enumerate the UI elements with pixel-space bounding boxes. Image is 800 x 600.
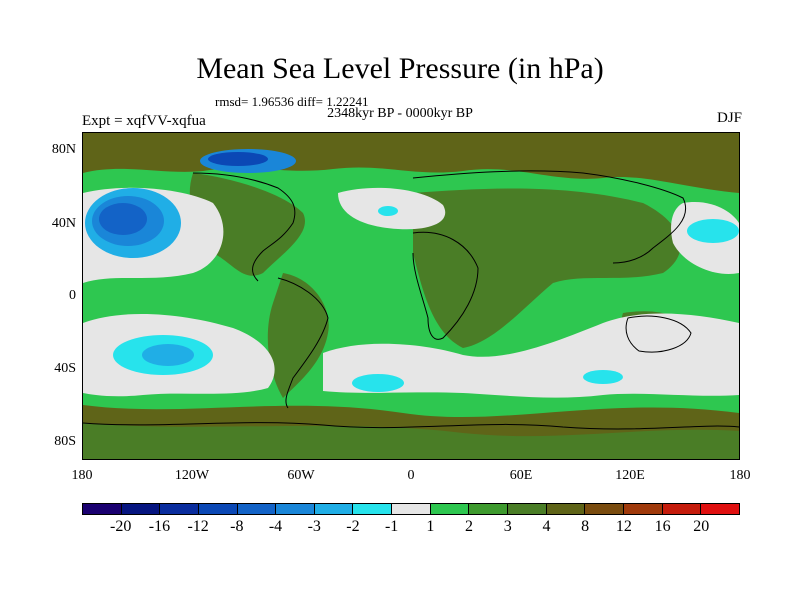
colorbar-label: -20 <box>110 518 132 535</box>
lon-label-0: 0 <box>407 468 415 483</box>
colorbar-label: 8 <box>581 518 590 535</box>
lon-label-180w: 180 <box>71 468 93 483</box>
lat-label-80n: 80N <box>51 142 76 157</box>
period-text: 2348kyr BP - 0000kyr BP <box>327 106 473 121</box>
season-label: DJF <box>716 110 742 126</box>
field-land-south-america <box>267 273 329 398</box>
field-neg-indian-ocean <box>583 370 623 384</box>
colorbar-swatch <box>237 504 277 514</box>
colorbar-label: -4 <box>268 518 283 535</box>
lat-label-40n: 40N <box>51 216 76 231</box>
field-neg-greenland-core <box>208 152 268 166</box>
coast-south-america <box>277 277 329 409</box>
colorbar-swatch <box>469 504 509 514</box>
colorbar <box>82 503 740 515</box>
lon-label-120e: 120E <box>615 468 645 483</box>
colorbar-swatch <box>392 504 431 514</box>
colorbar-label: 16 <box>654 518 671 535</box>
colorbar-swatch <box>701 504 739 514</box>
plot-title: Mean Sea Level Pressure (in hPa) <box>196 52 604 85</box>
field-antarctic-mid <box>83 423 739 459</box>
colorbar-label: 3 <box>503 518 512 535</box>
lon-label-180e: 180 <box>729 468 751 483</box>
colorbar-label: 20 <box>693 518 710 535</box>
coastlines <box>83 170 739 430</box>
field-arctic-positive <box>83 133 739 193</box>
field-neg-north-atlantic <box>378 206 398 216</box>
colorbar-swatch <box>662 504 702 514</box>
colorbar-swatch <box>83 504 122 514</box>
colorbar-label: 4 <box>542 518 551 535</box>
coast-eurasia <box>412 170 687 264</box>
colorbar-label: -16 <box>148 518 171 535</box>
colorbar-label: -8 <box>230 518 244 535</box>
colorbar-label: -2 <box>346 518 360 535</box>
colorbar-swatch <box>121 504 161 514</box>
lon-label-60w: 60W <box>287 468 315 483</box>
pressure-anomaly-map <box>83 133 739 459</box>
map-panel <box>82 132 740 460</box>
colorbar-swatch <box>430 504 470 514</box>
colorbar-label: -12 <box>187 518 209 535</box>
field-land-africa-eurasia <box>413 188 681 348</box>
colorbar-swatch <box>546 504 586 514</box>
coast-antarctica <box>83 422 739 430</box>
colorbar-label: 12 <box>615 518 632 535</box>
coast-australia <box>625 315 692 353</box>
field-neutral-southern-band-2 <box>323 313 739 398</box>
colorbar-swatch <box>160 504 199 514</box>
lon-label-60e: 60E <box>509 468 533 483</box>
colorbar-label: -1 <box>384 518 399 535</box>
colorbar-swatch <box>276 504 315 514</box>
field-neg-north-pacific-core <box>99 203 147 235</box>
colorbar-swatch <box>198 504 238 514</box>
experiment-label: Expt = xqfVV-xqfua <box>82 113 206 129</box>
coast-north-america <box>192 172 296 282</box>
colorbar-swatch <box>623 504 663 514</box>
lat-label-40s: 40S <box>54 361 76 376</box>
coast-africa <box>412 231 479 340</box>
colorbar-swatch <box>508 504 547 514</box>
colorbar-swatch <box>585 504 624 514</box>
lat-label-0: 0 <box>69 288 76 303</box>
colorbar-label: -3 <box>307 518 321 535</box>
field-neg-south-atlantic <box>352 374 404 392</box>
lat-label-80s: 80S <box>54 434 76 449</box>
field-neg-east-pacific <box>687 219 739 243</box>
colorbar-label: 1 <box>426 518 435 535</box>
lon-label-120w: 120W <box>174 468 210 483</box>
stats-text: rmsd= 1.96536 diff= 1.22241 <box>215 94 369 109</box>
colorbar-label: 2 <box>465 518 474 535</box>
colorbar-swatch <box>314 504 354 514</box>
colorbar-swatch <box>353 504 393 514</box>
field-neg-south-pacific-core <box>142 344 194 366</box>
